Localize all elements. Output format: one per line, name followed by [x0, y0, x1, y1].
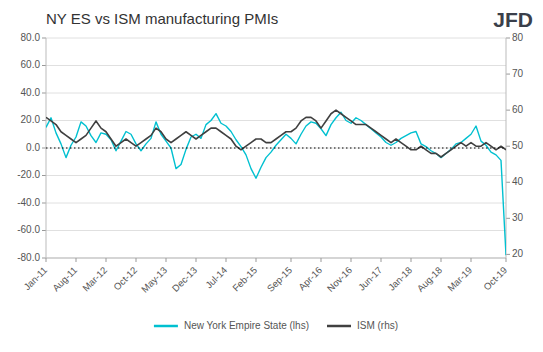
x-tick-label: Jun-17 [356, 264, 384, 292]
x-tick-label: Oct-19 [481, 264, 509, 292]
x-tick-label: Jul-14 [203, 264, 229, 290]
x-tick-label: Feb-15 [230, 264, 259, 293]
y-tick-label: 80.0 [21, 32, 41, 43]
y2-tick-label: 80 [512, 32, 524, 43]
tick-mark [381, 258, 382, 262]
tick-mark [42, 65, 46, 66]
legend-label: New York Empire State (lhs) [184, 320, 309, 331]
y-tick-label: -20.0 [17, 169, 40, 180]
tick-mark [506, 38, 510, 39]
y-tick-label: 40.0 [21, 87, 41, 98]
reference-line [46, 147, 506, 148]
tick-mark [136, 258, 137, 262]
legend-label: ISM (rhs) [357, 320, 398, 331]
grid-line [46, 258, 506, 259]
tick-mark [506, 146, 510, 147]
chart: NY ES vs ISM manufacturing PMIs JFD -80.0 -… [0, 0, 543, 352]
legend-item: New York Empire State (lhs) [154, 320, 309, 331]
x-tick-label: Sep-15 [265, 264, 294, 293]
y2-tick-label: 30 [512, 212, 524, 223]
grid-line [46, 93, 506, 94]
tick-mark [46, 258, 47, 262]
legend: New York Empire State (lhs) ISM (rhs) [154, 320, 398, 331]
tick-mark [291, 258, 292, 262]
legend-swatch [154, 325, 178, 328]
tick-mark [42, 175, 46, 176]
legend-item: ISM (rhs) [327, 320, 398, 331]
tick-mark [506, 258, 507, 262]
y2-tick-label: 40 [512, 176, 524, 187]
x-tick-label: Mar-12 [80, 264, 109, 293]
y-tick-label: 60.0 [21, 59, 41, 70]
series-line [46, 112, 506, 255]
tick-mark [42, 203, 46, 204]
grid-line [46, 230, 506, 231]
y2-tick-label: 60 [512, 104, 524, 115]
tick-mark [106, 258, 107, 262]
y-tick-label: -80.0 [17, 252, 40, 263]
x-tick-label: Nov-16 [325, 264, 354, 293]
grid-line [46, 65, 506, 66]
y-tick-label: 20.0 [21, 114, 41, 125]
tick-mark [42, 93, 46, 94]
tick-mark [42, 38, 46, 39]
plot-area [46, 110, 506, 255]
x-tick-label: Mar-19 [445, 264, 474, 293]
tick-mark [506, 254, 510, 255]
y-tick-label: 0.0 [26, 142, 40, 153]
x-tick-label: Aug-18 [415, 264, 444, 293]
tick-mark [42, 120, 46, 121]
annotation: JFD [493, 8, 533, 31]
title: NY ES vs ISM manufacturing PMIs [46, 10, 278, 27]
grid-line [46, 203, 506, 204]
grid-line [46, 38, 506, 39]
x-tick-label: Aug-11 [50, 264, 79, 293]
tick-mark [471, 258, 472, 262]
tick-mark [351, 258, 352, 262]
y2-tick-label: 20 [512, 248, 524, 259]
legend-swatch [327, 325, 351, 328]
tick-mark [441, 258, 442, 262]
x-tick-label: Oct-12 [111, 264, 139, 292]
x-tick-label: Jan-18 [386, 264, 414, 292]
grid-line [46, 120, 506, 121]
tick-mark [506, 74, 510, 75]
tick-mark [321, 258, 322, 262]
series-line [46, 110, 506, 157]
y-tick-label: -40.0 [17, 197, 40, 208]
x-tick-label: Jan-11 [21, 264, 49, 292]
tick-mark [506, 182, 510, 183]
grid-line [46, 148, 506, 149]
y2-tick-label: 70 [512, 68, 524, 79]
tick-mark [226, 258, 227, 262]
tick-mark [42, 148, 46, 149]
x-axis-line [46, 258, 506, 259]
tick-mark [42, 230, 46, 231]
tick-mark [256, 258, 257, 262]
x-tick-label: Dec-13 [170, 264, 199, 293]
y-tick-label: -60.0 [17, 224, 40, 235]
y2-tick-label: 50 [512, 140, 524, 151]
grid-line [46, 175, 506, 176]
x-tick-label: May-13 [139, 264, 169, 294]
x-tick-label: Apr-16 [296, 264, 324, 292]
tick-mark [506, 218, 510, 219]
tick-mark [42, 258, 46, 259]
tick-mark [196, 258, 197, 262]
tick-mark [76, 258, 77, 262]
tick-mark [506, 110, 510, 111]
tick-mark [166, 258, 167, 262]
grid [46, 38, 506, 258]
tick-mark [411, 258, 412, 262]
